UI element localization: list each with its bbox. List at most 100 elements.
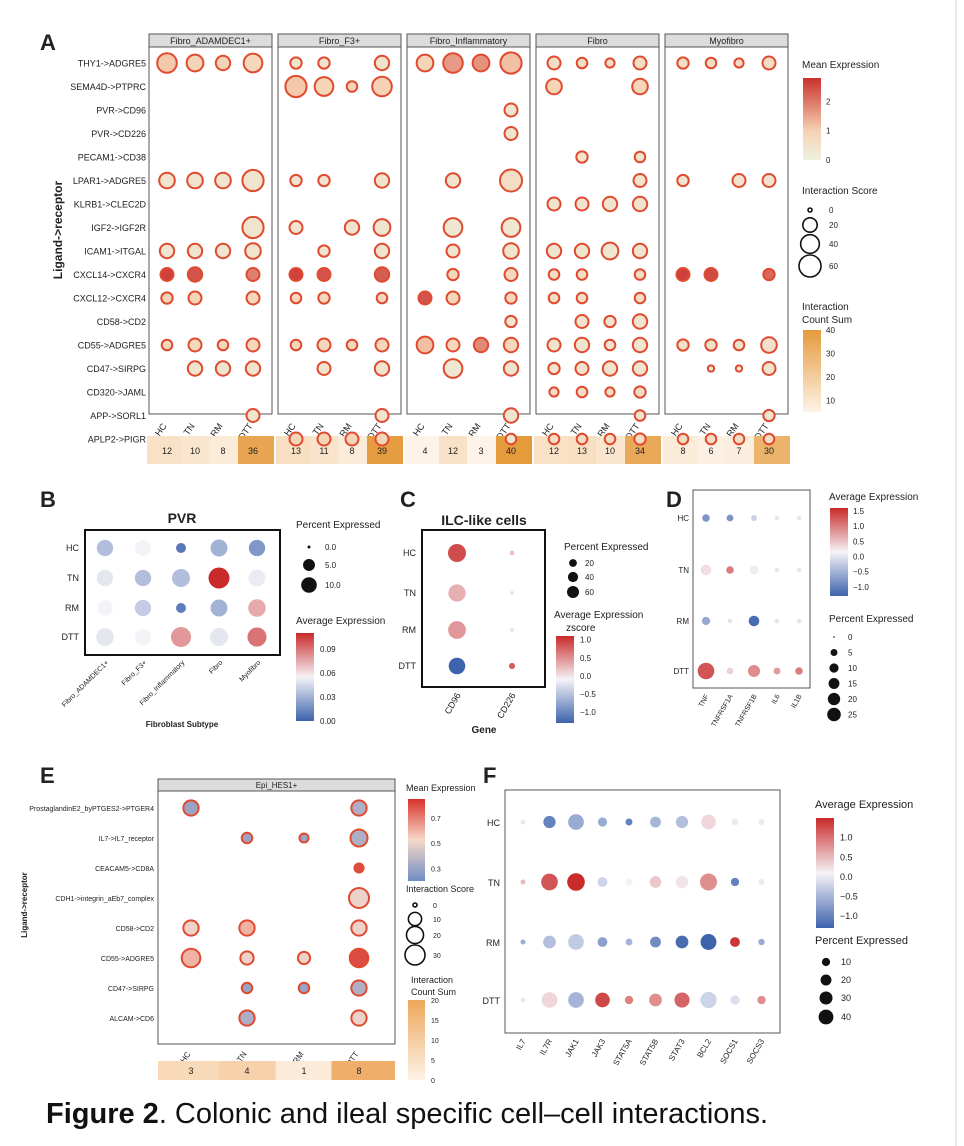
- cytokine-dot: [700, 564, 712, 576]
- interaction-point: [604, 386, 616, 398]
- panel-d-x-tick: TNFRSF1A: [711, 693, 735, 728]
- score-legend-circle: [807, 207, 813, 213]
- cytokine-dot: [751, 515, 757, 521]
- panel-d-size-legend-dot: [829, 663, 839, 673]
- jak-stat-dot: [649, 876, 662, 888]
- panel-d-size-legend-dot: [828, 678, 840, 689]
- panel-f-percent-tick: 40: [841, 1012, 851, 1022]
- ilc-dot: [509, 550, 515, 556]
- interaction-point: [503, 267, 519, 282]
- interaction-score-tick: 0: [829, 206, 834, 215]
- mean-expression-tick: 1: [826, 127, 831, 136]
- interaction-point: [575, 432, 589, 446]
- interaction-point: [316, 431, 332, 447]
- interaction-point: [186, 360, 204, 377]
- panel-e-row-label: CEACAM5->CD8A: [95, 866, 154, 873]
- panel-d-size-legend-dot: [827, 692, 841, 706]
- interaction-point: [471, 53, 491, 73]
- panel-e-letter: E: [40, 763, 55, 788]
- interaction-point: [761, 361, 777, 376]
- ligand-receptor-label: PECAM1->CD38: [78, 153, 146, 163]
- ligand-receptor-label: CXCL12->CXCR4: [73, 294, 146, 304]
- facet-label: Fibro: [587, 36, 608, 46]
- panel-d-x-tick: IL1B: [790, 693, 803, 709]
- interaction-point: [442, 52, 464, 74]
- panel-e-count-tick: 20: [431, 998, 439, 1005]
- panel-f-average-tick: 1.0: [840, 833, 853, 843]
- interaction-point: [731, 173, 747, 188]
- interaction-point: [762, 267, 776, 282]
- panel-c-y-tick: DTT: [399, 661, 417, 671]
- panel-e-interaction-point: [240, 831, 254, 845]
- interaction-point: [186, 171, 204, 190]
- interaction-point: [603, 314, 617, 329]
- panel-b-title: PVR: [168, 510, 197, 526]
- jak-stat-dot: [700, 934, 717, 950]
- ligand-receptor-label: LPAR1->ADGRE5: [73, 176, 146, 186]
- panel-b-x-tick: Fibro_ADAMDEC1+: [61, 659, 110, 708]
- ilc-dot: [448, 584, 466, 602]
- condition-tick-label: HC: [153, 421, 169, 438]
- panel-c-percent-tick: 20: [585, 559, 594, 568]
- jak-stat-dot: [731, 818, 739, 826]
- jak-stat-dot: [541, 873, 558, 891]
- facet-label: Fibro_ADAMDEC1+: [170, 36, 251, 46]
- panel-b-size-legend-dot: [303, 559, 315, 571]
- panel-e-score-title: Interaction Score: [406, 884, 474, 894]
- count-sum-colorbar: [803, 330, 821, 412]
- panel-d-letter: D: [666, 487, 682, 512]
- panel-b-average-title: Average Expression: [296, 616, 385, 627]
- panel-f-x-tick: STAT5A: [611, 1037, 634, 1067]
- panel-e-count-tick: 10: [431, 1038, 439, 1045]
- interaction-point: [732, 338, 746, 352]
- panel-e-interaction-point: [238, 919, 256, 937]
- panel-d-x-tick: TNF: [698, 694, 711, 709]
- cytokine-dot: [702, 514, 710, 522]
- interaction-point: [504, 291, 518, 305]
- count-sum-tick: 40: [826, 326, 835, 335]
- panel-b-xlabel: Fibroblast Subtype: [146, 720, 219, 729]
- interaction-point: [317, 56, 331, 70]
- panel-c-average-title: zscore: [566, 623, 596, 634]
- facet-label: Fibro_F3+: [319, 36, 360, 46]
- interaction-point: [574, 196, 590, 212]
- caption-label: Figure 2: [46, 1098, 159, 1130]
- panel-e-score-tick: 20: [433, 933, 441, 940]
- pvr-dot: [134, 539, 152, 557]
- interaction-point: [546, 196, 562, 212]
- panel-e-mean-colorbar: [408, 799, 425, 881]
- pvr-dot: [134, 569, 152, 587]
- panel-e-interaction-point: [348, 887, 370, 909]
- ilc-dot: [509, 590, 515, 596]
- panel-f-percent-tick: 10: [841, 957, 851, 967]
- count-sum-tick: 10: [826, 396, 835, 405]
- interaction-point: [575, 268, 589, 281]
- panel-e-interaction-point: [350, 919, 368, 937]
- panel-d-frame: [692, 489, 811, 689]
- panel-d-x-tick: TNFRSF1B: [735, 693, 759, 728]
- count-cell: [467, 436, 496, 464]
- interaction-point: [603, 432, 617, 446]
- panel-e-interaction-point: [298, 832, 310, 844]
- interaction-point: [574, 314, 590, 329]
- interaction-point: [734, 364, 744, 373]
- interaction-point: [187, 337, 203, 353]
- panel-b-average-tick: 0.06: [320, 669, 336, 678]
- interaction-point: [631, 242, 649, 260]
- facet-label: Fibro_Inflammatory: [430, 36, 508, 46]
- ligand-receptor-label: CXCL14->CXCR4: [73, 270, 146, 280]
- pvr-dot: [134, 599, 152, 617]
- pvr-dot: [210, 599, 228, 617]
- interaction-point: [216, 338, 230, 352]
- panel-e-interaction-point: [182, 919, 200, 937]
- pvr-dot: [248, 539, 266, 557]
- interaction-point: [675, 267, 691, 282]
- panel-c-percent-title: Percent Expressed: [564, 542, 649, 553]
- interaction-point: [547, 432, 561, 446]
- facet-panel: [148, 46, 273, 415]
- interaction-point: [375, 291, 389, 305]
- cytokine-dot: [796, 515, 802, 521]
- pvr-dot: [97, 600, 113, 616]
- panel-d-percent-tick: 10: [848, 664, 857, 673]
